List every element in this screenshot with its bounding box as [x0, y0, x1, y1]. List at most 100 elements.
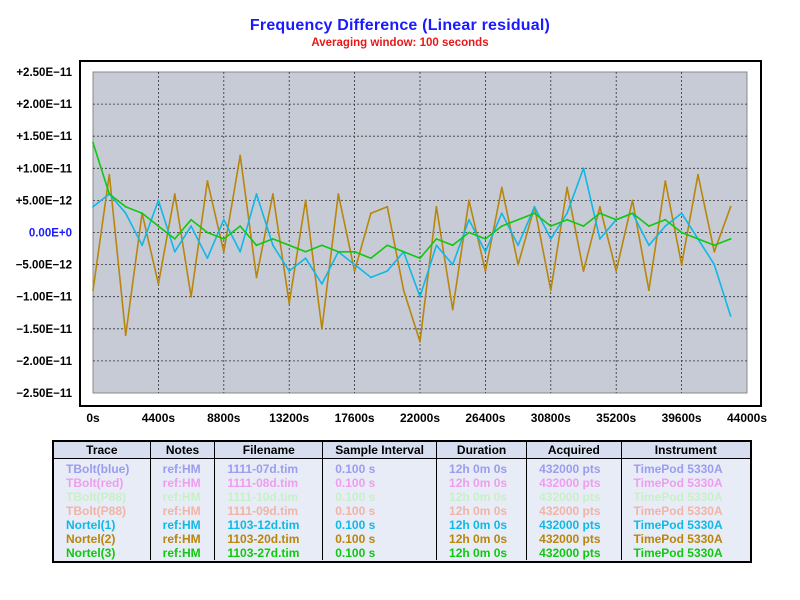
legend-cell: TBolt(P88) — [66, 504, 126, 518]
legend-row: Nortel(3) ref:HM 1103-27d.tim 0.100 s 12h 0m… — [54, 546, 750, 560]
legend-header-row: Trace Notes Filename Sample Interval Duratio… — [54, 442, 750, 459]
data-point — [124, 205, 127, 208]
data-point — [435, 244, 438, 247]
legend-cell: 12h 0m 0s — [436, 490, 527, 504]
x-tick-label: 44000s — [727, 411, 767, 425]
legend-cell: 0.100 s — [322, 458, 437, 476]
legend-cell: ref:HM — [149, 518, 215, 532]
legend-cell: TBolt(blue) — [66, 462, 130, 476]
data-point — [598, 212, 601, 215]
data-point — [141, 212, 143, 215]
legend-cell: 432000 pts — [526, 504, 621, 518]
data-point — [337, 250, 340, 253]
legend-row: TBolt(red) ref:HM 1111-08d.tim 0.100 s 12h 0… — [54, 476, 750, 490]
y-tick-label: +1.50E−11 — [16, 131, 72, 143]
y-tick-label: +2.50E−11 — [16, 67, 72, 79]
legend-cell: 0.100 s — [322, 504, 437, 518]
series-lines — [92, 141, 732, 343]
data-point — [304, 257, 307, 260]
data-point — [402, 250, 405, 253]
data-point — [386, 270, 389, 272]
data-point — [435, 238, 438, 240]
data-point — [533, 212, 536, 215]
data-point — [370, 212, 372, 215]
data-point — [615, 218, 618, 221]
data-point — [353, 270, 356, 272]
legend-cell: Nortel(2) — [66, 532, 116, 546]
legend-cell: 0.100 s — [322, 490, 437, 504]
data-point — [713, 250, 716, 253]
data-point — [500, 212, 503, 215]
data-point — [451, 244, 454, 247]
legend-cell: ref:HM — [149, 532, 215, 546]
data-point — [321, 282, 323, 285]
legend-cell: Nortel(1) — [66, 518, 116, 532]
legend-cell: 12h 0m 0s — [436, 476, 527, 490]
data-point — [419, 295, 421, 298]
data-point — [92, 205, 94, 208]
legend-cell: TBolt(red) — [66, 476, 124, 490]
data-point — [729, 238, 732, 240]
data-point — [533, 205, 536, 208]
legend-cell: 12h 0m 0s — [436, 546, 527, 560]
legend-cell: ref:HM — [149, 504, 215, 518]
x-tick-label: 0s — [86, 411, 100, 425]
data-point — [451, 308, 454, 311]
y-tick-label: −1.50E−11 — [16, 324, 72, 336]
y-axis-ticks: +2.50E−11 +2.00E−11 +1.50E−11 +1.00E−11 +5.0… — [16, 67, 73, 400]
grid-lines — [93, 72, 747, 393]
data-point — [141, 244, 143, 247]
legend-cell: ref:HM — [149, 490, 215, 504]
legend-cell: 432000 pts — [526, 458, 621, 476]
legend-header-cell: Acquired — [526, 442, 621, 459]
data-point — [255, 276, 258, 279]
y-tick-label: −2.50E−11 — [16, 388, 72, 400]
data-point — [190, 218, 193, 221]
x-tick-label: 30800s — [531, 411, 571, 425]
data-point — [304, 250, 307, 253]
legend-cell: TimePod 5330A — [620, 490, 750, 504]
data-point — [582, 167, 585, 170]
data-point — [549, 225, 552, 227]
data-point — [353, 250, 356, 253]
legend-cell: Nortel(3) — [66, 546, 116, 560]
legend-header-cell: Duration — [436, 442, 527, 459]
data-point — [370, 257, 372, 260]
y-tick-label: −5.00E−12 — [16, 260, 72, 272]
data-point — [124, 334, 127, 337]
data-point — [713, 244, 716, 247]
y-tick-label: 0.00E+0 — [29, 228, 72, 240]
data-point — [680, 231, 683, 234]
data-point — [173, 238, 176, 240]
data-point — [271, 244, 274, 247]
data-point — [713, 263, 716, 266]
legend-header-cell: Trace — [54, 442, 151, 459]
legend-cell: 0.100 s — [322, 518, 437, 532]
data-point — [549, 238, 552, 240]
legend-cell: TimePod 5330A — [620, 532, 750, 546]
data-point — [271, 193, 274, 195]
data-point — [680, 263, 683, 266]
data-point — [484, 250, 487, 253]
data-point — [157, 282, 160, 285]
data-point — [370, 276, 372, 279]
data-point — [680, 212, 683, 215]
data-point — [517, 263, 519, 266]
data-point — [484, 270, 487, 272]
data-point — [631, 199, 634, 202]
data-point — [206, 180, 209, 183]
data-point — [615, 270, 618, 272]
data-point — [321, 244, 323, 247]
legend-cell: 12h 0m 0s — [436, 504, 527, 518]
data-point — [386, 244, 389, 247]
data-point — [206, 257, 209, 260]
legend-cell: 0.100 s — [322, 476, 437, 490]
legend-cell: 1111-10d.tim — [214, 490, 323, 504]
legend-row: TBolt(blue) ref:HM 1111-07d.tim 0.100 s 12h … — [54, 458, 750, 476]
x-tick-label: 35200s — [596, 411, 636, 425]
chart-subtitle: Averaging window: 100 seconds — [311, 37, 489, 49]
legend-cell: 1103-20d.tim — [214, 532, 323, 546]
legend-header-cell: Filename — [214, 442, 323, 459]
data-point — [484, 238, 487, 240]
data-point — [288, 244, 291, 247]
